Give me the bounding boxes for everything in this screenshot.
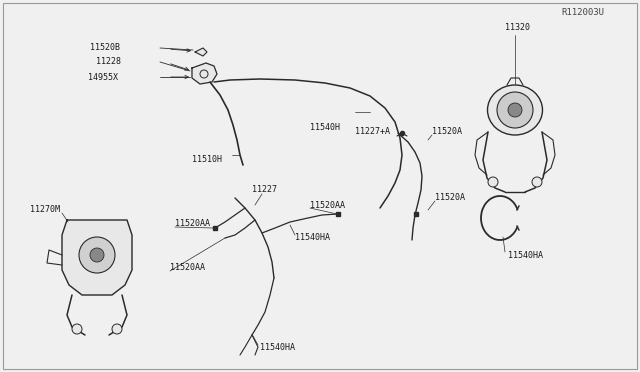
Ellipse shape [488,85,543,135]
Text: R112003U: R112003U [562,8,605,17]
Text: 11520AA: 11520AA [310,201,345,209]
Text: 11520B: 11520B [90,44,120,52]
Polygon shape [62,220,132,295]
Circle shape [79,237,115,273]
Circle shape [488,177,498,187]
Text: 11520A: 11520A [435,193,465,202]
Text: 11227: 11227 [252,186,277,195]
Text: 11540HA: 11540HA [508,250,543,260]
Circle shape [532,177,542,187]
Circle shape [72,324,82,334]
Text: 11228: 11228 [96,58,121,67]
Circle shape [497,92,533,128]
Text: 11540HA: 11540HA [295,234,330,243]
Text: 11510H: 11510H [192,155,222,164]
Text: 11520AA: 11520AA [175,219,210,228]
Text: 11227+A: 11227+A [355,128,390,137]
Text: 11320: 11320 [505,23,530,32]
Polygon shape [192,63,217,84]
Text: 11270M: 11270M [30,205,60,215]
Circle shape [90,248,104,262]
Polygon shape [195,48,207,56]
Text: 11540H: 11540H [310,124,340,132]
Circle shape [112,324,122,334]
Text: 11520AA: 11520AA [170,263,205,273]
Text: 11540HA: 11540HA [260,343,295,353]
Text: 14955X: 14955X [88,73,118,81]
Text: 11520A: 11520A [432,128,462,137]
Circle shape [508,103,522,117]
